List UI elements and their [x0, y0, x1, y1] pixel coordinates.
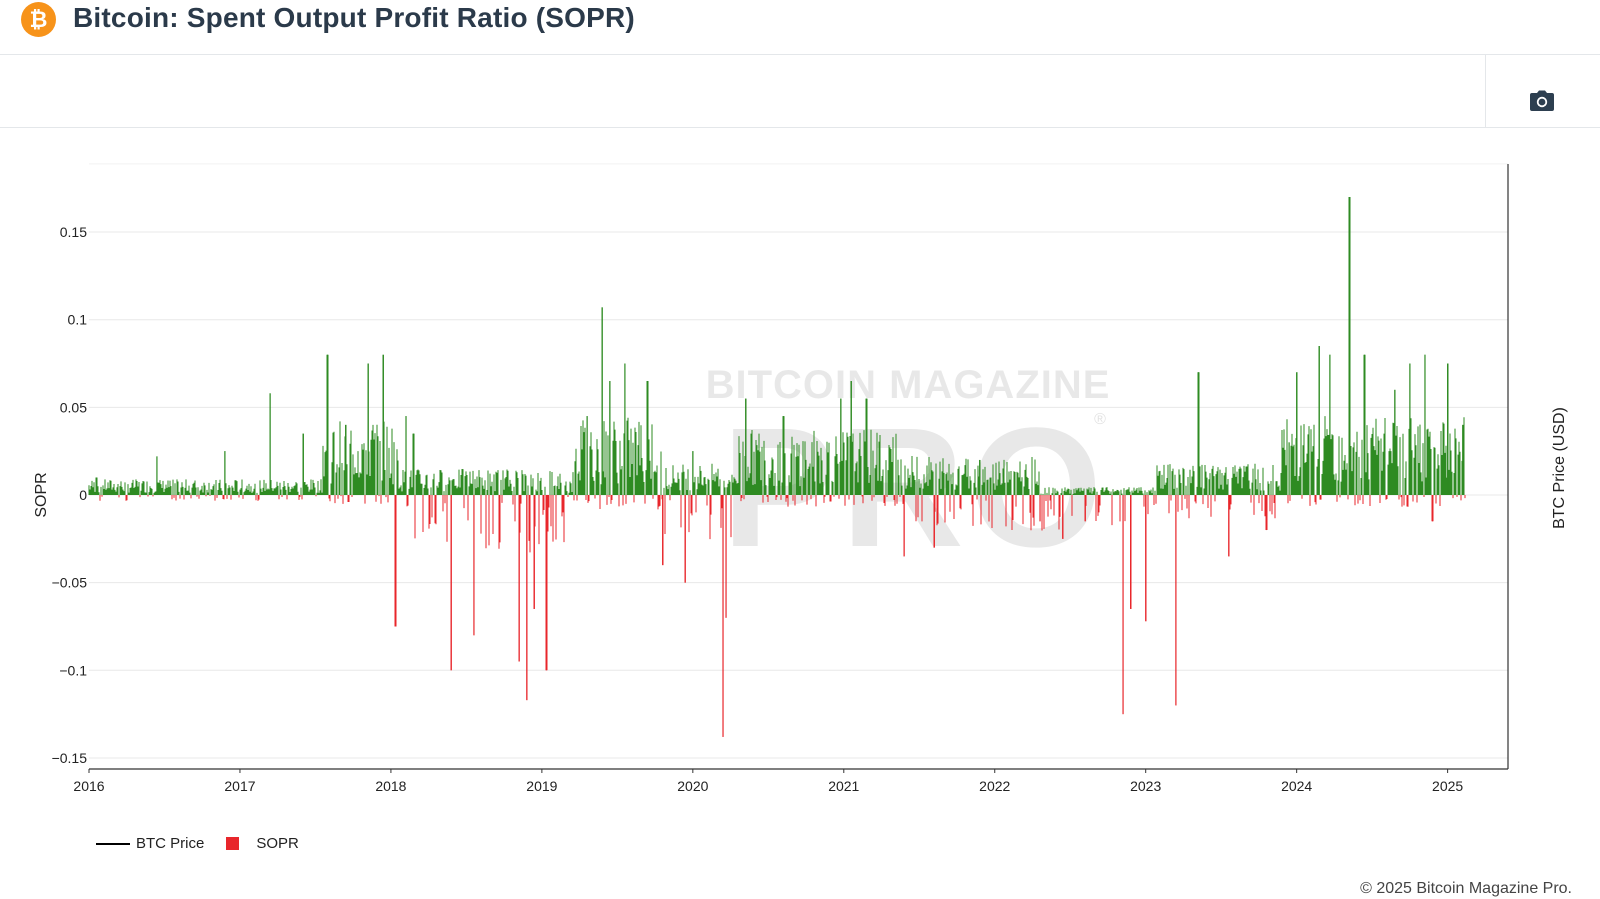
legend-item-sopr[interactable]: SOPR — [226, 835, 299, 852]
y-tick-label: 0 — [79, 487, 87, 503]
legend-label-btc-price: BTC Price — [136, 835, 205, 852]
right-axis-title: BTC Price (USD) — [1551, 407, 1568, 529]
x-tick-label: 2022 — [979, 778, 1010, 794]
chart-toolbar — [0, 55, 1600, 128]
legend-label-sopr: SOPR — [256, 835, 299, 852]
x-tick-label: 2020 — [677, 778, 708, 794]
copyright: © 2025 Bitcoin Magazine Pro. — [1360, 880, 1572, 897]
x-tick-label: 2017 — [224, 778, 255, 794]
y-tick-label: −0.15 — [52, 750, 88, 766]
y-tick-label: 0.05 — [60, 399, 87, 415]
chart-axes: 0.15 0.1 0.05 0 −0.05 −0.1 −0.15 2016 2017 2018 20… — [33, 164, 1568, 794]
legend: BTC Price SOPR — [96, 835, 321, 852]
page-title: Bitcoin: Spent Output Profit Ratio (SOPR… — [73, 2, 635, 33]
x-tick-label: 2021 — [828, 778, 859, 794]
bitcoin-logo-icon: ₿ — [21, 2, 56, 37]
y-tick-label: −0.05 — [52, 575, 88, 591]
legend-item-btc-price[interactable]: BTC Price — [96, 835, 204, 852]
watermark-line1: BITCOIN MAGAZINE — [706, 363, 1111, 407]
header: ₿ Bitcoin: Spent Output Profit Ratio (SO… — [0, 0, 1600, 55]
x-tick-label: 2018 — [375, 778, 406, 794]
sopr-chart: BITCOIN MAGAZINE PRO ® 0.150.10.050−0.05… — [33, 163, 1568, 794]
watermark-registered-mark: ® — [1094, 411, 1106, 428]
toolbar-divider — [1485, 55, 1486, 128]
x-tick-label: 2019 — [526, 778, 557, 794]
legend-line-icon — [96, 842, 130, 845]
y-tick-label: −0.1 — [59, 662, 87, 678]
x-tick-label: 2025 — [1432, 778, 1463, 794]
y-tick-label: 0.1 — [68, 312, 88, 328]
x-tick-label: 2024 — [1281, 778, 1312, 794]
y-tick-label: 0.15 — [60, 224, 87, 240]
camera-icon[interactable] — [1529, 90, 1555, 112]
sopr-bars — [88, 196, 1466, 737]
legend-swatch-icon — [226, 837, 240, 850]
x-tick-label: 2016 — [73, 778, 104, 794]
y-axis-title: SOPR — [33, 472, 50, 517]
x-tick-label: 2023 — [1130, 778, 1161, 794]
